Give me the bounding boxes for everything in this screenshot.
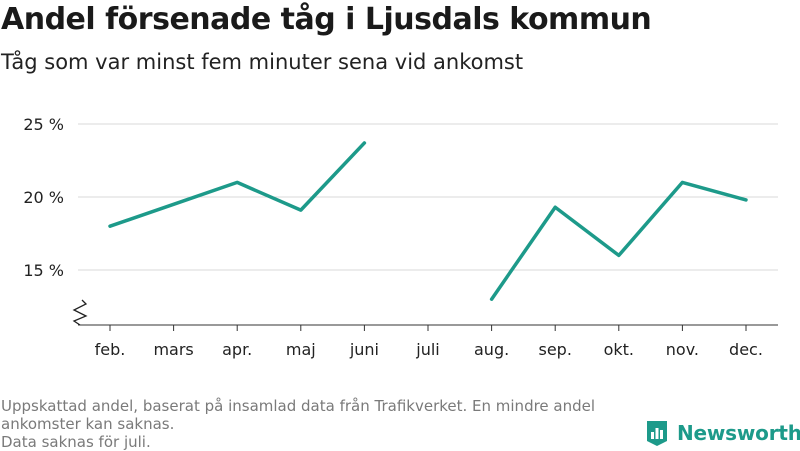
x-tick-label: apr. — [222, 340, 252, 359]
x-tick-label: dec. — [729, 340, 763, 359]
x-tick-label: juli — [415, 340, 439, 359]
footnote-line-1: Uppskattad andel, baserat på insamlad da… — [1, 397, 596, 433]
y-tick-label: 15 % — [23, 261, 64, 280]
x-tick-label: sep. — [538, 340, 571, 359]
series-line — [108, 141, 367, 228]
x-tick-label: aug. — [474, 340, 509, 359]
x-tick-label: okt. — [604, 340, 634, 359]
newsworthy-logo-icon — [647, 421, 667, 446]
footnote: Uppskattad andel, baserat på insamlad da… — [1, 397, 631, 451]
x-tick-label: juni — [349, 340, 379, 359]
newsworthy-logo-text: Newsworthy — [677, 421, 800, 445]
chart-subtitle: Tåg som var minst fem minuter sena vid a… — [1, 50, 524, 74]
y-tick-label: 25 % — [23, 115, 64, 134]
x-tick-label: maj — [286, 340, 316, 359]
axis-break-icon — [72, 299, 88, 326]
footnote-line-2: Data saknas för juli. — [1, 433, 151, 451]
newsworthy-logo: Newsworthy — [645, 419, 800, 447]
chart-title: Andel försenade tåg i Ljusdals kommun — [1, 2, 652, 37]
x-tick-label: mars — [153, 340, 193, 359]
y-tick-label: 20 % — [23, 188, 64, 207]
x-tick-label: feb. — [95, 340, 126, 359]
series-line — [489, 180, 748, 301]
x-tick-label: nov. — [666, 340, 699, 359]
